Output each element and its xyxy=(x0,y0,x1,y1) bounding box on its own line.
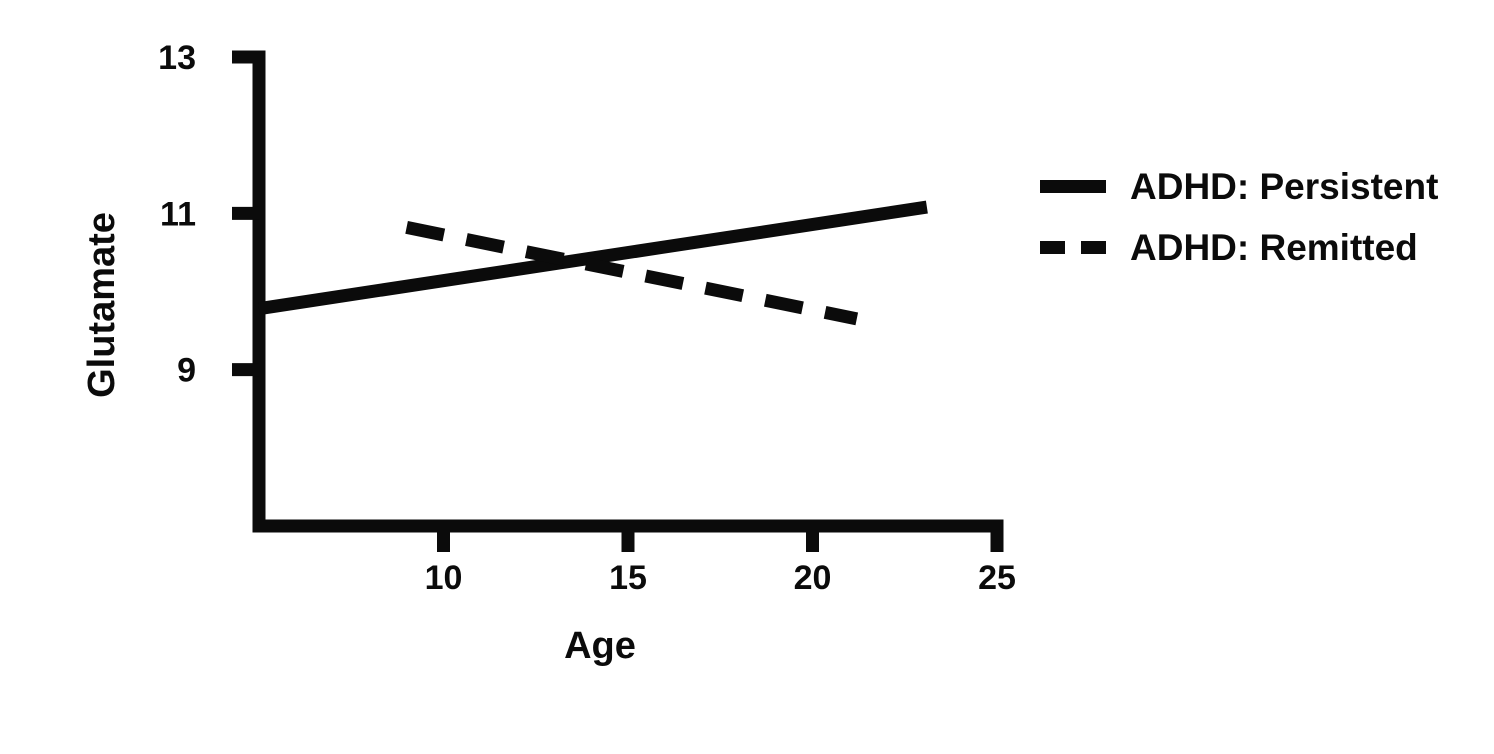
dashed-line-swatch xyxy=(1040,240,1106,254)
y-tick-label: 13 xyxy=(158,39,196,77)
y-axis-title: Glutamate xyxy=(81,212,123,398)
legend-item-persistent: ADHD: Persistent xyxy=(1040,166,1438,206)
legend: ADHD: Persistent ADHD: Remitted xyxy=(1040,166,1438,267)
solid-line-swatch xyxy=(1040,179,1106,193)
series-line-remitted xyxy=(405,221,859,326)
x-tick-label: 25 xyxy=(978,559,1016,597)
y-tick-label: 9 xyxy=(177,352,196,390)
y-tick-label: 11 xyxy=(160,195,196,233)
series-line-persistent xyxy=(258,200,928,316)
x-axis-title: Age xyxy=(564,625,636,667)
legend-label-persistent: ADHD: Persistent xyxy=(1130,165,1439,207)
x-tick-label: 10 xyxy=(425,559,463,597)
x-tick-label: 15 xyxy=(609,559,647,597)
legend-item-remitted: ADHD: Remitted xyxy=(1040,227,1438,267)
legend-label-remitted: ADHD: Remitted xyxy=(1130,226,1418,268)
x-tick-label: 20 xyxy=(794,559,832,597)
